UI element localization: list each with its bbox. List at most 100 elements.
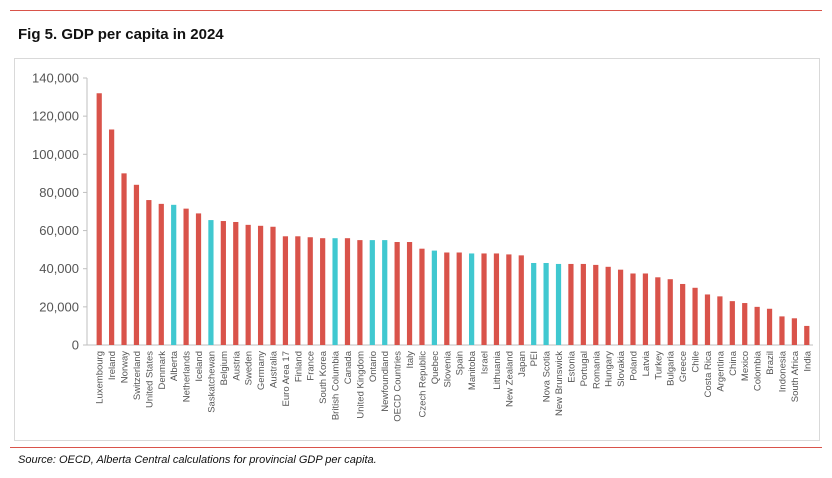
x-tick-label: China [728,350,739,376]
bar-quebec [431,250,437,345]
bar-estonia [568,263,574,345]
y-tick-label: 0 [72,338,79,353]
bar-indonesia [779,316,785,345]
x-tick-label: New Zealand [504,351,515,407]
x-tick-label: Manitoba [467,350,478,390]
bottom-rule [10,447,822,448]
x-tick-label: Denmark [157,351,168,390]
x-tick-label: Belgium [219,351,230,385]
bar-italy [406,242,413,345]
y-tick-label: 80,000 [39,185,79,200]
bar-manitoba [469,253,475,345]
bar-bulgaria [667,279,673,345]
y-tick-label: 140,000 [32,71,79,86]
bar-pei [531,262,537,345]
x-tick-label: France [306,351,317,381]
bar-nova-scotia [543,262,549,345]
x-tick-label: Quebec [430,351,441,385]
x-tick-label: Slovenia [442,350,453,387]
x-tick-label: Newfoundland [380,351,391,412]
x-tick-label: Bulgaria [666,350,677,386]
bar-poland [630,273,636,345]
bar-euro-area-17 [282,236,289,345]
bar-norway [121,173,127,345]
x-tick-label: British Columbia [331,350,342,420]
gdp-per-capita-bar-chart: 0 20,000 40,000 60,000 80,000 100,000 120,000 1… [32,71,813,422]
bar-lithuania [493,253,500,345]
y-tick-label: 120,000 [32,109,79,124]
bar-saskatchewan [208,220,214,345]
x-tick-label: Spain [455,351,466,375]
bar-india [804,325,810,345]
bar-australia [270,226,276,345]
x-tick-label: Switzerland [132,351,143,400]
x-tick-label: Saskatchewan [206,351,217,413]
x-tick-label: Brazil [765,351,776,375]
x-tick-label: Latvia [641,350,652,376]
x-tick-label: Finland [293,351,304,382]
bar-united-kingdom [357,240,363,345]
x-tick-label: Israel [480,351,491,374]
x-tick-label: Iceland [194,351,205,382]
x-tick-label: Japan [517,351,528,377]
bar-oecd-countries [394,242,400,345]
x-tick-label: Austria [231,350,242,380]
y-tick-label: 60,000 [39,223,79,238]
x-tick-label: Estonia [566,350,577,382]
bar-slovenia [444,252,450,345]
top-rule [10,10,822,11]
x-tick-label: Luxembourg [95,351,106,404]
x-tick-label: Czech Republic [417,351,428,418]
bar-alberta [171,204,177,345]
bar-slovakia [617,269,624,345]
x-tick-label: United Kingdom [355,351,366,419]
x-tick-label: Poland [629,351,640,381]
x-tick-label: Nova Scotia [542,350,553,402]
bar-romania [593,264,599,345]
bar-germany [257,225,264,345]
x-tick-label: Portugal [579,351,590,386]
bar-iceland [195,213,202,345]
x-tick-label: Greece [678,351,689,382]
bar-denmark [158,203,164,345]
bar-mexico [742,303,748,345]
x-tick-label: Australia [269,350,280,388]
bar-new-zealand [506,254,512,345]
bar-canada [344,238,351,345]
x-tick-label: Lithuania [492,350,503,389]
bar-finland [295,236,301,345]
x-tick-label: Slovakia [616,350,627,387]
bar-czech-republic [419,248,425,345]
bar-british-columbia [332,238,338,345]
y-tick-label: 100,000 [32,147,79,162]
x-tick-label: Colombia [753,350,764,391]
x-tick-label: United States [144,351,155,408]
x-tick-label: Mexico [740,351,751,381]
x-tick-label: OECD Countries [393,351,404,422]
source-note: Source: OECD, Alberta Central calculatio… [18,454,377,466]
x-tick-label: Turkey [653,351,664,380]
bar-argentina [717,296,723,345]
bar-belgium [220,221,226,345]
bar-south-korea [320,238,326,345]
bar-greece [680,283,686,345]
bar-turkey [655,277,661,345]
bar-chile [692,287,698,345]
bar-hungary [605,266,611,345]
x-tick-label: Alberta [169,350,180,381]
x-tick-label: PEI [529,351,540,366]
bar-ireland [109,129,115,345]
bar-switzerland [133,184,140,345]
x-tick-label: Ireland [107,351,118,380]
x-tick-label: Argentina [715,350,726,391]
bar-colombia [754,306,760,345]
bar-china [729,301,735,345]
x-tick-label: Ontario [368,351,379,382]
bar-new-brunswick [555,263,562,345]
bar-japan [518,255,524,345]
x-tick-label: Indonesia [777,350,788,392]
x-tick-label: India [802,350,813,371]
x-tick-label: Norway [120,351,131,383]
x-tick-label: New Brunswick [554,351,565,416]
x-tick-label: Germany [256,351,267,390]
